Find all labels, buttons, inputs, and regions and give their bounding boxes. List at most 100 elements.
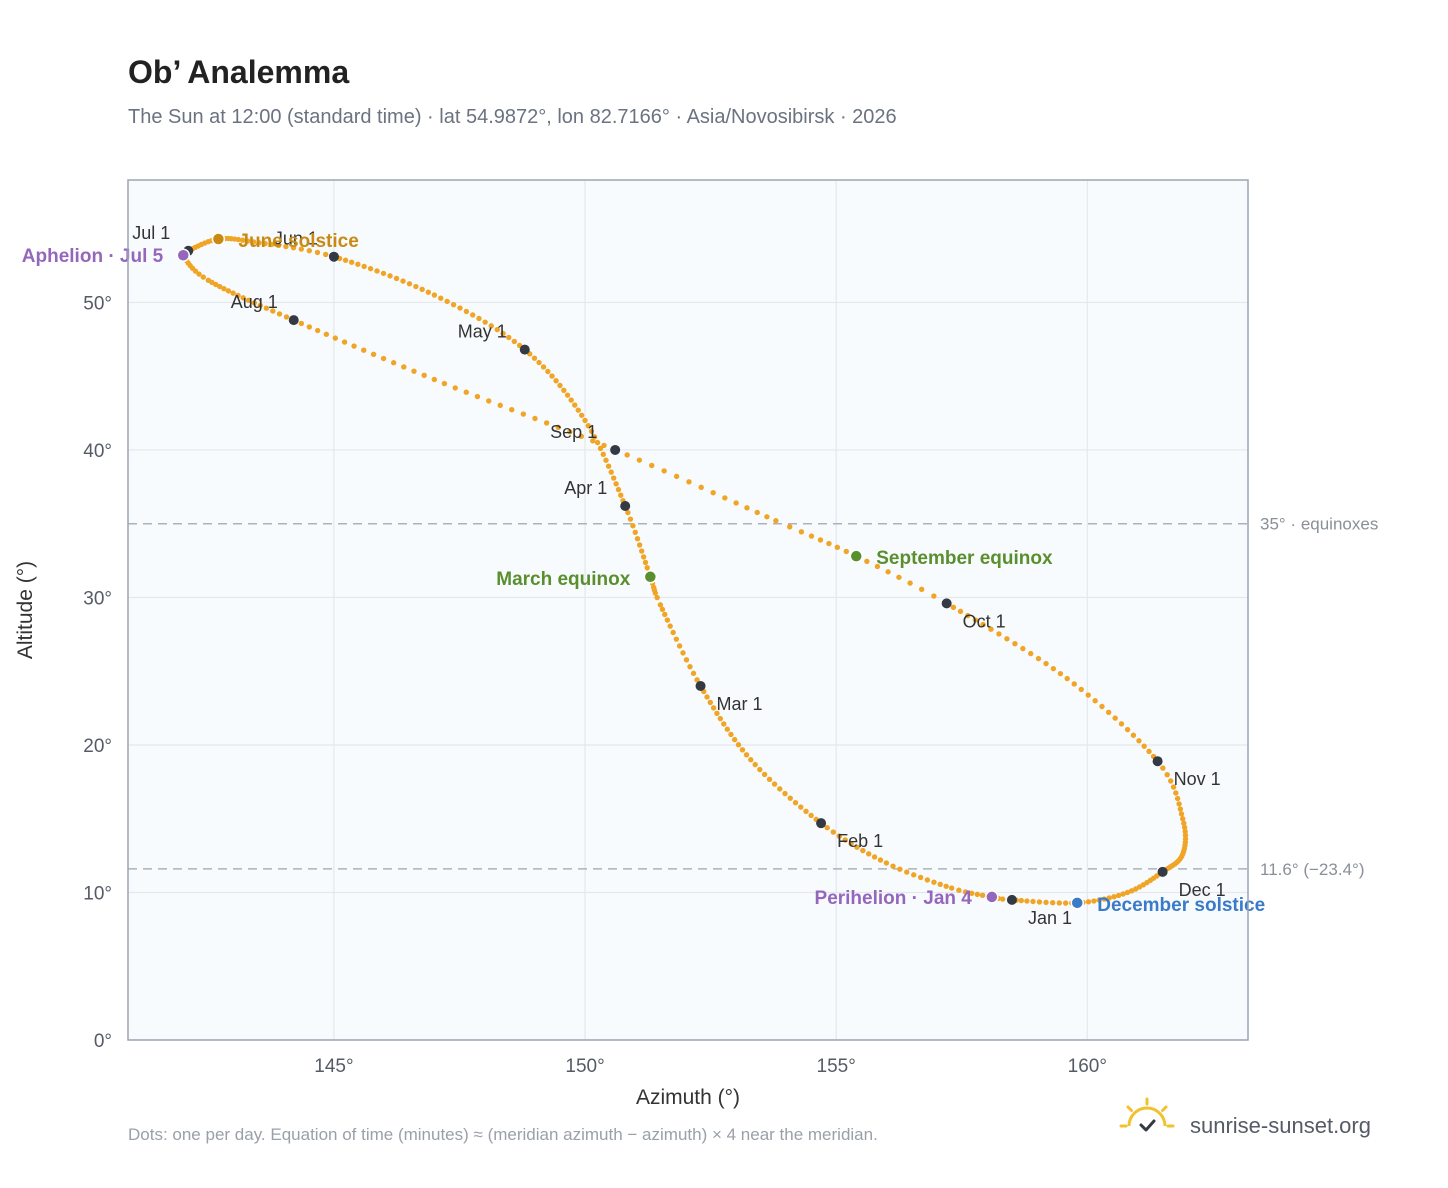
event-label: March equinox xyxy=(496,569,631,590)
daily-dot xyxy=(634,536,641,542)
daily-dot xyxy=(615,486,622,493)
daily-dot xyxy=(864,558,870,565)
daily-dot xyxy=(714,710,720,716)
daily-dot xyxy=(1101,896,1107,902)
daily-dot xyxy=(1030,898,1036,905)
daily-dot xyxy=(591,434,598,440)
daily-dot xyxy=(500,330,506,337)
daily-dot xyxy=(854,844,860,850)
month-label: Mar 1 xyxy=(717,694,763,714)
daily-dot xyxy=(897,866,903,872)
daily-dot xyxy=(196,271,202,277)
daily-dot xyxy=(1024,898,1030,904)
daily-dot xyxy=(1128,888,1135,894)
daily-dot xyxy=(1036,899,1043,905)
daily-dot xyxy=(251,300,257,306)
daily-dot xyxy=(1043,899,1049,906)
daily-dot xyxy=(962,889,969,895)
daily-dot xyxy=(1028,650,1034,657)
daily-dot xyxy=(419,286,425,293)
daily-dot xyxy=(787,524,793,530)
daily-dot xyxy=(557,382,563,389)
daily-dot xyxy=(603,457,609,463)
daily-dot xyxy=(777,786,783,792)
daily-dot xyxy=(1124,889,1131,896)
daily-dot xyxy=(486,398,492,404)
daily-dot xyxy=(787,795,793,801)
daily-dot xyxy=(575,407,581,413)
daily-dot xyxy=(1120,891,1126,897)
daily-dot xyxy=(1085,899,1092,905)
daily-dot xyxy=(348,259,355,265)
event-marker xyxy=(176,248,190,262)
daily-dot xyxy=(268,241,275,248)
month-label: Jul 1 xyxy=(132,223,170,243)
daily-dot xyxy=(661,468,667,474)
daily-dot xyxy=(624,452,630,458)
daily-dot xyxy=(659,606,666,613)
x-axis-title: Azimuth (°) xyxy=(636,1086,740,1109)
daily-dot xyxy=(704,694,710,700)
daily-dot xyxy=(597,445,604,452)
daily-dot xyxy=(1177,806,1184,812)
daily-dot xyxy=(213,281,219,288)
daily-dot xyxy=(644,564,650,571)
daily-dot xyxy=(842,837,848,843)
month-label: Feb 1 xyxy=(837,831,883,851)
daily-dot xyxy=(283,314,290,320)
daily-dot xyxy=(594,439,601,446)
daily-dot xyxy=(549,373,555,379)
daily-dot xyxy=(314,327,321,334)
daily-dot xyxy=(600,451,606,458)
daily-dot xyxy=(627,516,634,522)
daily-dot xyxy=(553,378,559,384)
daily-dot xyxy=(752,761,758,768)
daily-dot xyxy=(400,278,406,284)
daily-dot xyxy=(250,239,257,245)
daily-dot xyxy=(511,338,518,345)
daily-dot xyxy=(808,812,814,819)
daily-dot xyxy=(871,854,878,860)
daily-dot xyxy=(482,319,488,325)
daily-dot xyxy=(225,288,232,294)
daily-dot xyxy=(1056,900,1062,906)
daily-dot xyxy=(244,238,251,244)
daily-dot xyxy=(686,479,692,485)
month-marker xyxy=(1152,756,1163,767)
daily-dot xyxy=(830,829,836,835)
daily-dot xyxy=(555,424,561,431)
daily-dot xyxy=(735,742,742,748)
daily-dot xyxy=(773,518,779,524)
daily-dot xyxy=(380,355,387,362)
daily-dot xyxy=(1057,670,1064,677)
daily-dot xyxy=(798,804,804,810)
month-label: Aug 1 xyxy=(231,292,278,312)
daily-dot xyxy=(743,752,750,758)
month-marker xyxy=(620,501,631,512)
daily-dot xyxy=(728,731,734,738)
footnote: Dots: one per day. Equation of time (min… xyxy=(128,1125,878,1144)
daily-dot xyxy=(974,891,981,898)
daily-dot xyxy=(257,302,263,309)
daily-dot xyxy=(476,315,482,322)
daily-dot xyxy=(355,261,361,267)
daily-dot xyxy=(625,509,631,516)
daily-dot xyxy=(817,537,824,543)
daily-dot xyxy=(1096,897,1102,903)
reference-line-label: 11.6° (−23.4°) xyxy=(1260,860,1364,879)
daily-dot xyxy=(848,840,854,847)
daily-dot xyxy=(276,311,283,317)
daily-dot xyxy=(578,433,585,440)
daily-dot xyxy=(1050,665,1057,672)
daily-dot xyxy=(341,339,348,345)
daily-dot xyxy=(972,617,979,623)
daily-dot xyxy=(1071,681,1077,687)
daily-dot xyxy=(904,869,910,875)
daily-dot xyxy=(374,268,380,274)
month-marker xyxy=(519,344,530,355)
daily-dot xyxy=(999,896,1006,902)
month-marker xyxy=(816,818,827,829)
daily-dot xyxy=(860,847,866,854)
daily-dot xyxy=(761,771,768,778)
daily-dot xyxy=(667,623,673,629)
